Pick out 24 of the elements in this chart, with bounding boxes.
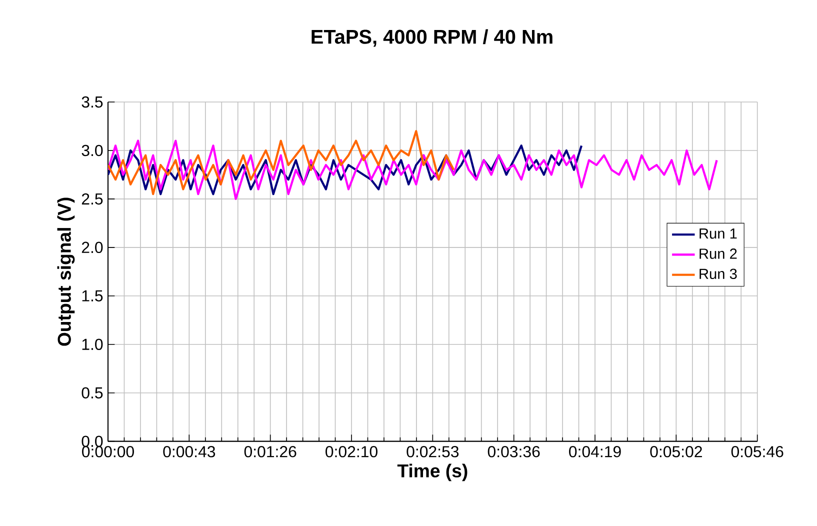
y-tick-label: 0.5 bbox=[82, 387, 103, 398]
line-series bbox=[108, 140, 718, 200]
y-tick-label: 0.0 bbox=[82, 436, 103, 447]
x-tick-label: 0:05:02 bbox=[650, 446, 702, 458]
x-tick-label: 0:00:00 bbox=[82, 446, 134, 458]
y-axis-title: Output signal (V) bbox=[57, 198, 75, 346]
y-tick-label: 3.0 bbox=[82, 144, 103, 156]
legend-label: Run 1 bbox=[700, 228, 737, 239]
x-tick-label: 0:04:19 bbox=[569, 446, 621, 458]
x-tick-label: 0:01:26 bbox=[244, 446, 296, 458]
y-tick-label: 2.0 bbox=[82, 242, 103, 254]
y-tick-label: 2.5 bbox=[82, 193, 103, 205]
y-tick-label: 1.0 bbox=[82, 338, 103, 350]
x-tick-label: 0:05:46 bbox=[731, 446, 784, 458]
y-tick-label: 1.5 bbox=[82, 290, 103, 302]
y-tick-label: 3.5 bbox=[82, 96, 103, 108]
x-tick-label: 0:03:36 bbox=[488, 446, 540, 458]
legend-label: Run 3 bbox=[700, 268, 737, 280]
x-axis-title: Time (s) bbox=[397, 464, 468, 482]
x-tick-label: 0:02:53 bbox=[406, 446, 459, 458]
legend-label: Run 2 bbox=[700, 248, 737, 259]
x-tick-label: 0:02:10 bbox=[326, 446, 378, 458]
chart-title: ETaPS, 4000 RPM / 40 Nm bbox=[312, 29, 552, 47]
x-tick-label: 0:00:43 bbox=[163, 446, 216, 458]
